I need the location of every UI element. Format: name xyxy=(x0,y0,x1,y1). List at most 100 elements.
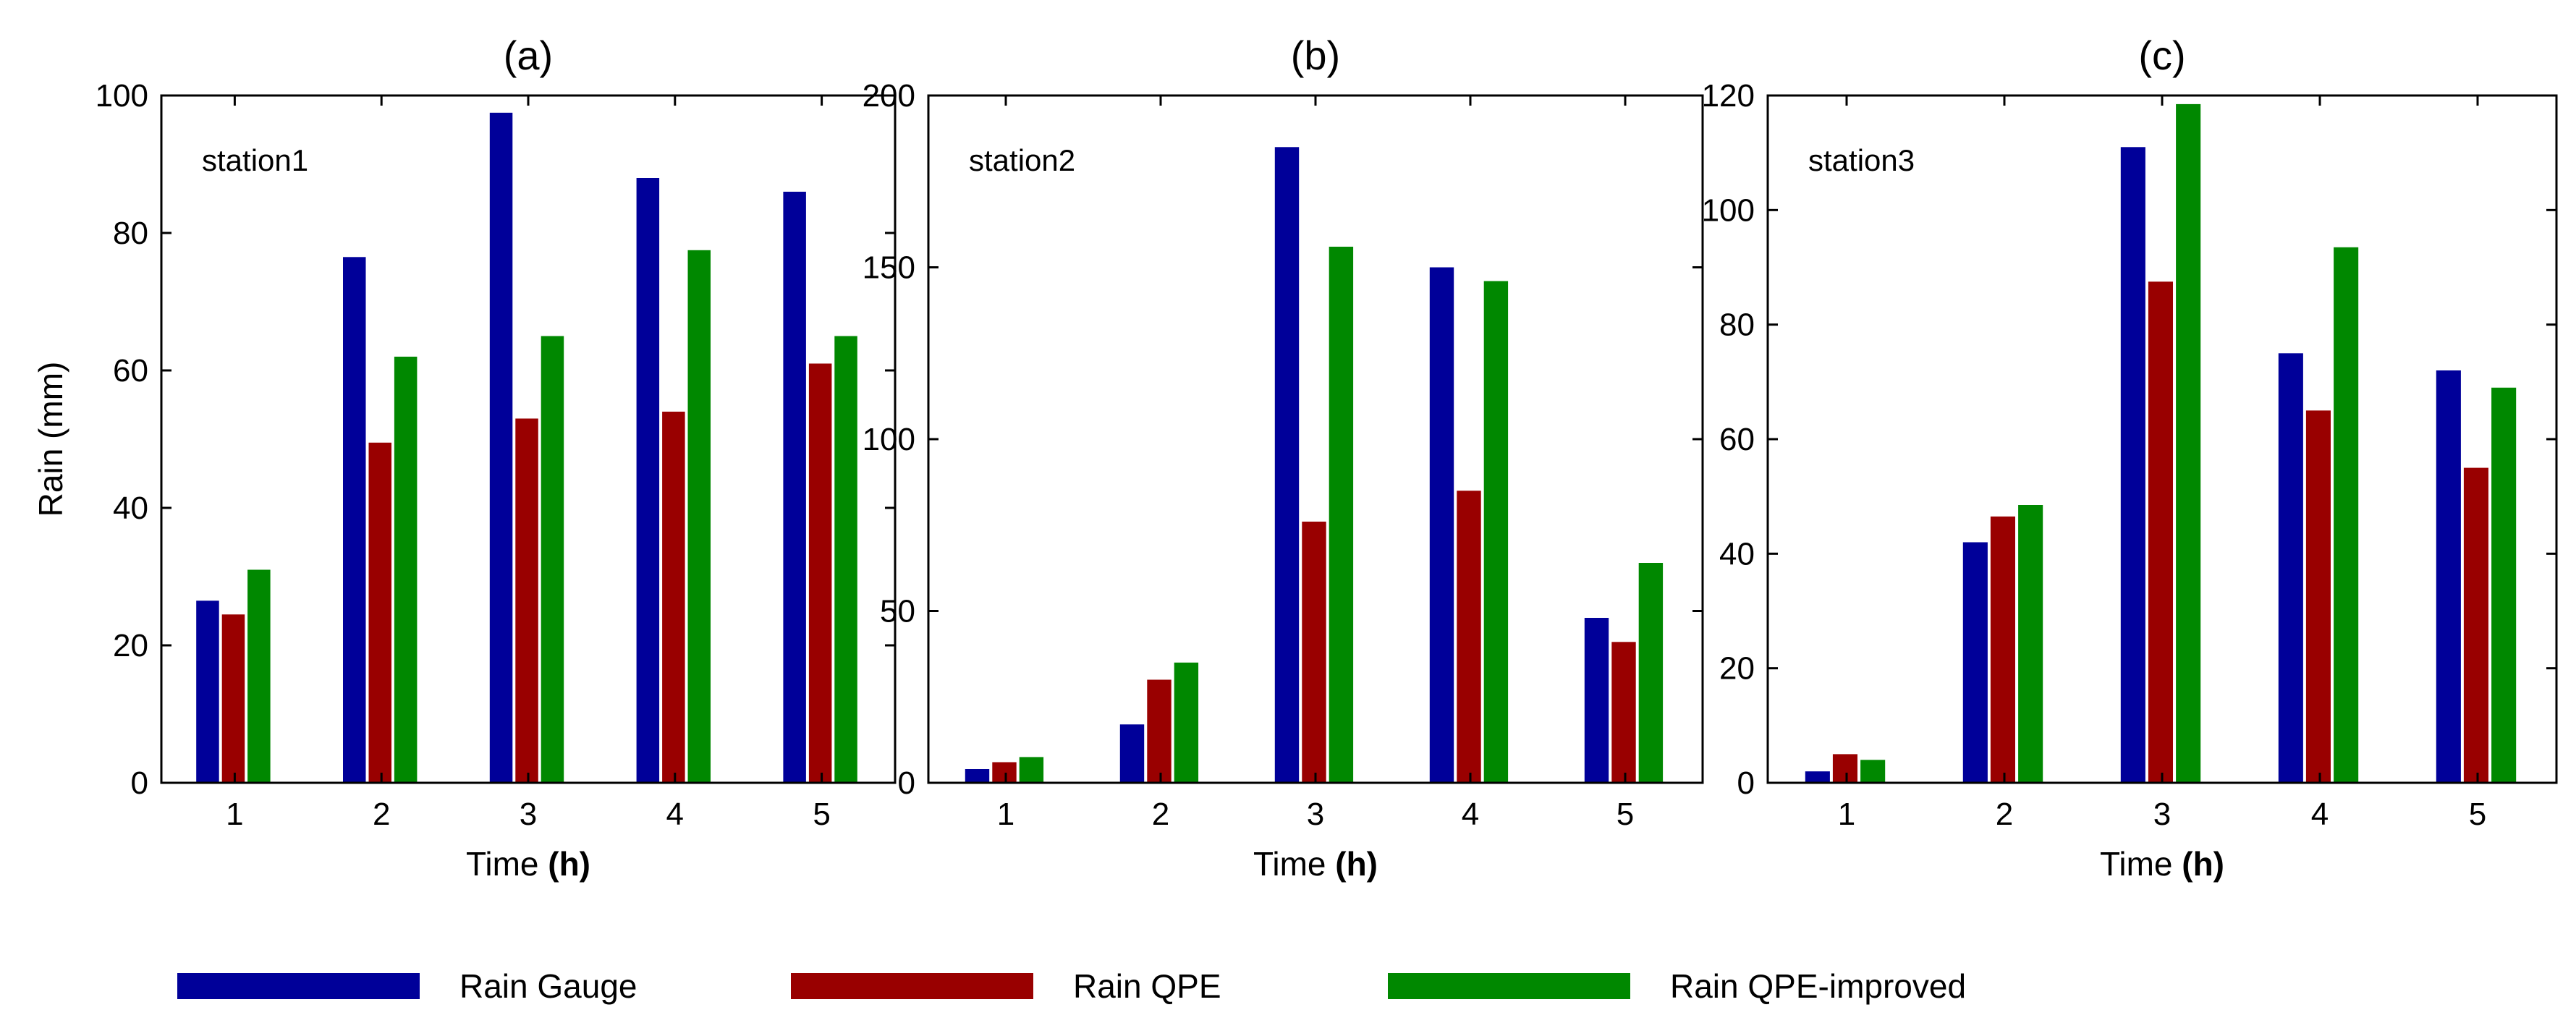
bar-rain-qpe-improved-t2 xyxy=(1174,662,1199,784)
x-tick-label: 1 xyxy=(997,797,1014,832)
bar-rain-qpe-improved-t4 xyxy=(1483,281,1509,783)
x-tick-label: 4 xyxy=(2311,797,2329,832)
chart-panel-1: 0 20 40 60 80 100 1 2 3 4 5 (a) station1 Time (h) Rain… xyxy=(32,33,897,883)
x-tick-label: 2 xyxy=(1152,797,1169,832)
station-label: station1 xyxy=(202,143,308,177)
legend-swatch-rain-qpe xyxy=(791,973,1033,999)
bar-rain-qpe-improved-t3 xyxy=(541,336,564,783)
bar-rain-gauge-t1 xyxy=(1805,771,1830,783)
bar-rain-qpe-t4 xyxy=(1457,491,1481,784)
y-tick-label: 100 xyxy=(863,422,915,457)
bar-rain-gauge-t1 xyxy=(965,769,990,783)
y-tick-label: 0 xyxy=(131,765,148,801)
bar-rain-gauge-t3 xyxy=(1274,147,1300,784)
bar-rain-qpe-t4 xyxy=(2305,410,2331,783)
bar-rain-qpe-t2 xyxy=(1990,516,2015,783)
y-tick-label: 20 xyxy=(1719,651,1755,687)
station-label: station3 xyxy=(1808,143,1915,177)
x-axis-label: Time (h) xyxy=(1253,845,1378,883)
bar-rain-qpe-t1 xyxy=(992,762,1017,783)
x-axis-label-unit: (h) xyxy=(548,845,590,883)
legend-swatch-rain-gauge xyxy=(177,973,420,999)
y-tick-label: 0 xyxy=(898,765,915,801)
bar-rain-qpe-improved-t5 xyxy=(1638,563,1664,783)
x-tick-label: 5 xyxy=(2469,797,2486,832)
y-tick-label: 40 xyxy=(113,491,148,526)
bar-rain-gauge-t2 xyxy=(343,257,366,784)
bar-rain-gauge-t4 xyxy=(636,178,660,783)
panel-title: (a) xyxy=(504,33,553,78)
bar-rain-gauge-t4 xyxy=(2278,353,2303,784)
y-tick-label: 20 xyxy=(113,628,148,663)
bar-rain-qpe-t4 xyxy=(662,412,685,783)
bar-rain-qpe-t3 xyxy=(2148,281,2173,783)
bar-rain-qpe-improved-t2 xyxy=(2018,505,2043,783)
x-axis-label-text: Time xyxy=(2100,845,2173,883)
bar-rain-gauge-t5 xyxy=(783,192,806,783)
panel-title: (c) xyxy=(2138,33,2185,78)
x-axis-label-text: Time xyxy=(466,845,539,883)
y-tick-label: 60 xyxy=(1719,422,1755,457)
bar-rain-qpe-improved-t4 xyxy=(687,250,711,784)
legend-label: Rain QPE-improved xyxy=(1670,967,1966,1005)
y-tick-label: 80 xyxy=(1719,307,1755,343)
x-tick-label: 2 xyxy=(1996,797,2013,832)
x-axis-label-text: Time xyxy=(1253,845,1326,883)
bar-rain-gauge-t4 xyxy=(1429,267,1454,783)
bar-rain-gauge-t1 xyxy=(196,600,219,784)
bar-rain-qpe-improved-t1 xyxy=(1019,757,1044,783)
x-tick-label: 4 xyxy=(666,797,684,832)
bar-rain-qpe-t5 xyxy=(808,363,832,783)
y-tick-label: 40 xyxy=(1719,536,1755,572)
bar-rain-qpe-improved-t4 xyxy=(2334,247,2359,783)
bar-rain-qpe-improved-t1 xyxy=(1860,760,1886,783)
y-tick-label: 100 xyxy=(1702,192,1755,228)
bar-rain-qpe-t5 xyxy=(2463,467,2488,783)
bar-rain-qpe-t1 xyxy=(1832,754,1857,783)
x-axis-label: Time (h) xyxy=(2100,845,2224,883)
bar-rain-qpe-improved-t2 xyxy=(394,357,418,783)
bar-rain-qpe-improved-t3 xyxy=(2176,103,2201,783)
legend-label: Rain Gauge xyxy=(459,967,637,1005)
bar-rain-gauge-t5 xyxy=(1584,618,1609,783)
x-tick-label: 4 xyxy=(1462,797,1479,832)
y-tick-label: 80 xyxy=(113,216,148,251)
bar-rain-qpe-t3 xyxy=(515,418,538,783)
x-tick-label: 1 xyxy=(1838,797,1855,832)
bar-rain-gauge-t3 xyxy=(489,112,513,784)
y-tick-label: 0 xyxy=(1737,765,1755,801)
y-tick-label: 120 xyxy=(1702,78,1755,114)
bar-rain-qpe-t2 xyxy=(368,442,391,784)
x-tick-label: 5 xyxy=(813,797,830,832)
x-tick-label: 3 xyxy=(1307,797,1324,832)
y-tick-label: 150 xyxy=(863,250,915,286)
chart-panel-3: 0 20 40 60 80 100 120 1 2 3 4 5 (c) station3 Time (h) xyxy=(1702,33,2558,883)
y-tick-label: 200 xyxy=(863,78,915,114)
x-axis-label-unit: (h) xyxy=(2182,845,2224,883)
bar-rain-qpe-improved-t1 xyxy=(247,569,271,783)
chart-panel-2: 0 50 100 150 200 1 2 3 4 5 (b) station2 Time (h) xyxy=(863,33,1704,883)
x-tick-label: 1 xyxy=(226,797,243,832)
y-tick-label: 100 xyxy=(96,78,148,114)
x-tick-label: 2 xyxy=(373,797,390,832)
bar-rain-qpe-improved-t3 xyxy=(1329,247,1354,783)
legend: Rain Gauge Rain QPE Rain QPE-improved xyxy=(177,967,1966,1005)
bar-rain-qpe-improved-t5 xyxy=(834,336,857,783)
bar-rain-gauge-t5 xyxy=(2436,370,2461,783)
y-axis-label: Rain (mm) xyxy=(32,362,69,517)
station-label: station2 xyxy=(969,143,1075,177)
x-tick-label: 3 xyxy=(2153,797,2171,832)
bar-rain-qpe-t5 xyxy=(1611,642,1636,784)
bar-rain-gauge-t2 xyxy=(1119,724,1145,784)
x-tick-label: 5 xyxy=(1617,797,1634,832)
legend-swatch-rain-qpe-improved xyxy=(1388,973,1630,999)
x-tick-label: 3 xyxy=(520,797,537,832)
panel-title: (b) xyxy=(1291,33,1340,78)
bar-rain-gauge-t3 xyxy=(2120,147,2145,784)
bar-rain-qpe-t1 xyxy=(221,614,245,784)
bar-rain-qpe-improved-t5 xyxy=(2491,387,2517,784)
x-axis-label-unit: (h) xyxy=(1335,845,1378,883)
y-tick-label: 60 xyxy=(113,353,148,389)
